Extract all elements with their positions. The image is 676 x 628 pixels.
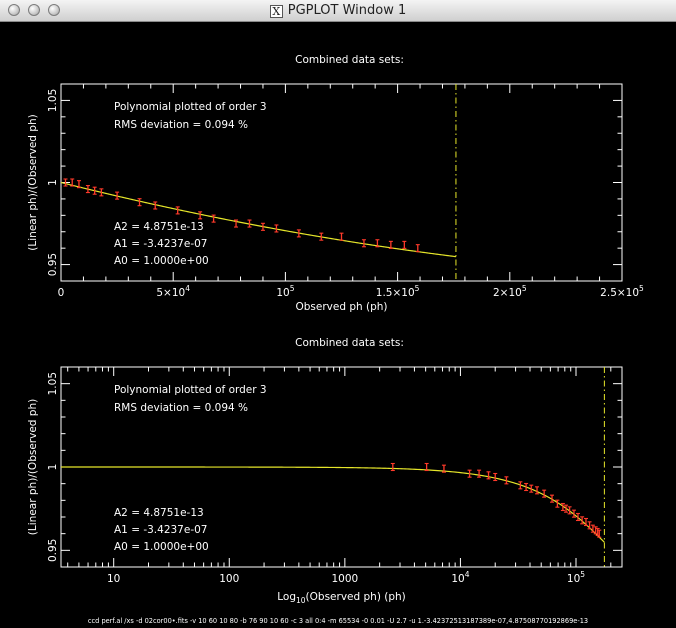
x-tick-label: 10 bbox=[107, 573, 120, 585]
data-point bbox=[518, 481, 523, 490]
y-tick-label: 0.95 bbox=[47, 253, 59, 276]
data-point bbox=[375, 239, 380, 248]
fit-annotation: Polynomial plotted of order 3 bbox=[114, 101, 267, 113]
data-point bbox=[402, 240, 407, 249]
y-axis-label: (Linear ph)/(Observed ph) bbox=[27, 399, 39, 535]
data-point bbox=[70, 178, 75, 187]
data-point bbox=[575, 512, 580, 522]
minimize-window-button[interactable] bbox=[28, 4, 40, 16]
data-point bbox=[504, 476, 509, 485]
close-window-button[interactable] bbox=[8, 4, 20, 16]
y-tick-label: 1 bbox=[47, 464, 59, 471]
fit-annotation: RMS deviation = 0.094 % bbox=[114, 119, 248, 131]
coefficient-annotation: A2 = 4.8751e-13 bbox=[114, 507, 204, 519]
data-point bbox=[529, 484, 534, 493]
chart-1: Combined data sets: 0 5×104 105 1.5×105 2×105… bbox=[27, 54, 644, 313]
data-point bbox=[274, 224, 279, 233]
data-point bbox=[542, 489, 547, 498]
data-point bbox=[388, 240, 393, 249]
data-point bbox=[76, 180, 81, 189]
data-point bbox=[550, 494, 555, 503]
window-title-wrap: X PGPLOT Window 1 bbox=[0, 3, 676, 18]
data-point bbox=[234, 219, 239, 228]
x11-icon: X bbox=[269, 5, 283, 18]
y-tick-label: 1.05 bbox=[47, 89, 59, 112]
fit-curve bbox=[61, 466, 605, 543]
window-title: PGPLOT Window 1 bbox=[287, 3, 407, 18]
data-point bbox=[390, 462, 395, 472]
y-tick-label: 1 bbox=[47, 179, 59, 186]
x-tick-label: 5×104 bbox=[156, 284, 190, 299]
chart-title: Combined data sets: bbox=[295, 54, 404, 66]
data-point bbox=[535, 486, 540, 495]
data-point bbox=[580, 516, 585, 525]
data-point bbox=[564, 504, 569, 513]
data-point bbox=[424, 462, 429, 472]
y-tick-label: 0.95 bbox=[47, 539, 59, 562]
x-tick-label: 100 bbox=[219, 573, 239, 585]
plot-canvas: ccd perf.al /xs -d 02cor00•.fits -v 10 6… bbox=[27, 54, 644, 625]
x-tick-label: 1.5×105 bbox=[376, 284, 420, 299]
y-tick-label: 1.05 bbox=[47, 372, 59, 395]
data-point bbox=[63, 178, 68, 187]
x-axis-label: Observed ph (ph) bbox=[295, 301, 387, 313]
data-point bbox=[211, 214, 216, 223]
data-point bbox=[198, 211, 203, 220]
coefficient-annotation: A2 = 4.8751e-13 bbox=[114, 221, 204, 233]
data-point bbox=[99, 188, 104, 197]
data-point bbox=[597, 529, 602, 538]
data-point bbox=[361, 239, 366, 248]
data-point bbox=[555, 499, 560, 508]
data-point bbox=[319, 232, 324, 241]
data-point bbox=[587, 521, 592, 530]
data-point bbox=[85, 185, 90, 194]
coefficient-annotation: A0 = 1.0000e+00 bbox=[114, 255, 209, 267]
title-bar[interactable]: X PGPLOT Window 1 bbox=[0, 0, 676, 22]
data-point bbox=[583, 517, 588, 527]
data-point bbox=[524, 482, 529, 492]
data-point bbox=[486, 471, 491, 480]
data-point bbox=[441, 464, 446, 473]
data-point bbox=[415, 244, 420, 253]
data-point bbox=[115, 191, 120, 200]
data-point bbox=[567, 506, 572, 515]
data-point bbox=[339, 232, 344, 241]
y-axis-label: (Linear ph)/(Observed ph) bbox=[27, 114, 39, 250]
data-point bbox=[477, 469, 482, 478]
plot-frame bbox=[60, 83, 623, 282]
fit-annotation: RMS deviation = 0.094 % bbox=[114, 402, 248, 414]
zoom-window-button[interactable] bbox=[48, 4, 60, 16]
coefficient-annotation: A1 = -3.4237e-07 bbox=[114, 524, 207, 536]
data-point bbox=[571, 509, 576, 518]
coefficient-annotation: A0 = 1.0000e+00 bbox=[114, 541, 209, 553]
chart-2: Combined data sets: 10 100 1000 104 105 0.95 1 1… bbox=[27, 337, 623, 605]
fit-curve bbox=[60, 181, 457, 258]
data-point bbox=[296, 229, 301, 238]
data-point bbox=[260, 222, 265, 231]
x-tick-label: 105 bbox=[276, 284, 294, 299]
x-axis-label: Log10(Observed ph) (ph) bbox=[277, 591, 406, 605]
data-point bbox=[467, 469, 472, 478]
data-point bbox=[175, 206, 180, 215]
command-line-text: ccd perf.al /xs -d 02cor00•.fits -v 10 6… bbox=[88, 617, 588, 625]
x-tick-label: 2×105 bbox=[493, 284, 527, 299]
data-point bbox=[247, 219, 252, 228]
data-point bbox=[153, 201, 158, 210]
x-tick-label: 104 bbox=[451, 570, 469, 585]
coefficient-annotation: A1 = -3.4237e-07 bbox=[114, 238, 207, 250]
x-tick-label: 2.5×105 bbox=[600, 284, 644, 299]
data-point bbox=[137, 198, 142, 207]
x-tick-label: 1000 bbox=[331, 573, 358, 585]
data-point bbox=[493, 472, 498, 482]
x-tick-label: 105 bbox=[567, 570, 585, 585]
x-tick-label: 0 bbox=[58, 287, 65, 299]
data-point bbox=[92, 186, 97, 195]
chart-title: Combined data sets: bbox=[295, 337, 404, 349]
data-point bbox=[590, 524, 595, 533]
fit-annotation: Polynomial plotted of order 3 bbox=[114, 384, 267, 396]
data-point bbox=[560, 502, 565, 512]
